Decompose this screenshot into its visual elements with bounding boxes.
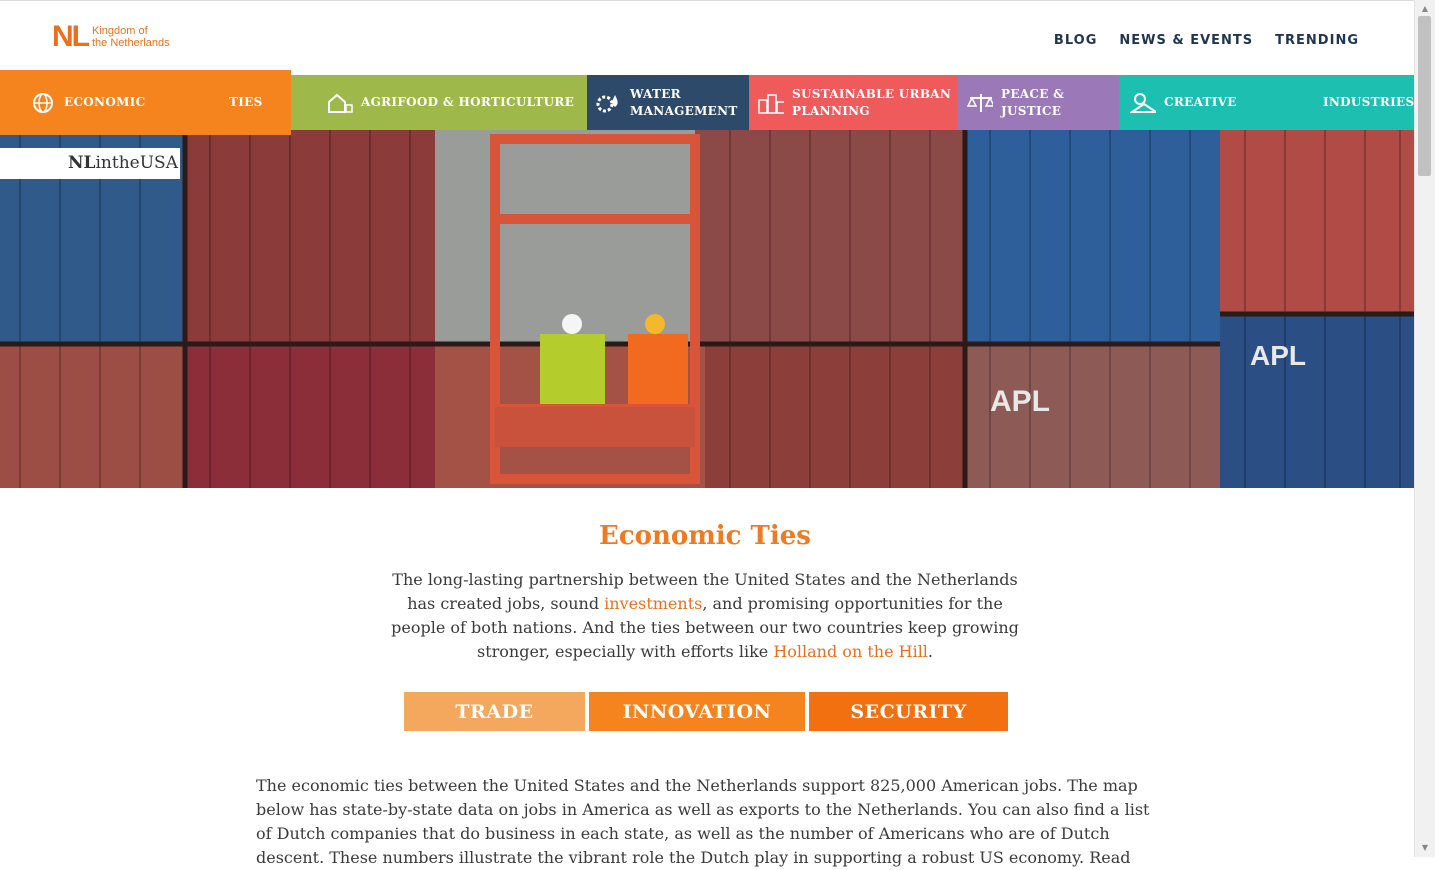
- nav-trending[interactable]: TRENDING: [1275, 33, 1359, 48]
- cat-peace[interactable]: PEACE & JUSTICE: [957, 75, 1119, 130]
- globe-handshake-icon: [30, 92, 56, 114]
- greenhouse-icon: [327, 92, 353, 114]
- investments-link[interactable]: investments: [604, 594, 703, 613]
- scroll-up-icon[interactable]: ▲: [1421, 4, 1429, 13]
- intro-paragraph: The long-lasting partnership between the…: [385, 568, 1025, 664]
- scroll-down-icon[interactable]: ▼: [1421, 843, 1429, 852]
- cat-creative-label: CREATIVE: [1164, 95, 1237, 109]
- badge-nl: NL: [68, 153, 96, 173]
- cat-water-label: WATER MANAGEMENT: [630, 86, 738, 118]
- nav-blog[interactable]: BLOG: [1053, 33, 1098, 48]
- body-paragraph: The economic ties between the United Sta…: [256, 776, 1150, 867]
- cat-economic-label: ECONOMIC: [64, 95, 146, 109]
- hero-image: APL APL: [0, 129, 1415, 488]
- cat-economic-ties[interactable]: ECONOMIC TIES: [0, 70, 291, 135]
- intro-text-3: .: [927, 642, 934, 661]
- svg-text:APL: APL: [990, 385, 1050, 418]
- water-drop-gear-icon: [596, 92, 622, 114]
- cat-agrifood[interactable]: AGRIFOOD & HORTICULTURE: [291, 75, 587, 130]
- logo-mark: NL: [52, 20, 90, 53]
- holland-on-the-hill-link[interactable]: Holland on the Hill: [773, 642, 928, 661]
- cat-urban-label: SUSTAINABLE URBAN PLANNING: [792, 86, 952, 118]
- logo-line-2: the Netherlands: [92, 37, 170, 49]
- tab-security[interactable]: SECURITY: [809, 692, 1008, 731]
- topic-tabs: TRADE INNOVATION SECURITY: [404, 692, 1008, 731]
- intro-text-2: , and promising opportunities for the pe…: [391, 594, 1019, 661]
- page-scrollbar[interactable]: ▲ ▼: [1414, 0, 1435, 857]
- cat-creative[interactable]: CREATIVE INDUSTRIES: [1119, 75, 1415, 130]
- top-nav: BLOG NEWS & EVENTS TRENDING: [1054, 33, 1359, 48]
- logo-text: Kingdom of the Netherlands: [92, 25, 170, 49]
- site-header: NL Kingdom of the Netherlands BLOG NEWS …: [0, 0, 1415, 71]
- nav-news-events[interactable]: NEWS & EVENTS: [1119, 33, 1254, 48]
- svg-text:APL: APL: [1250, 340, 1306, 371]
- logo-line-1: Kingdom of: [92, 25, 148, 37]
- site-logo[interactable]: NL Kingdom of the Netherlands: [52, 22, 170, 52]
- cat-ties-label: TIES: [229, 95, 263, 109]
- cat-peace-label: PEACE & JUSTICE: [1001, 86, 1065, 118]
- nl-in-the-usa-badge[interactable]: NLintheUSA: [0, 148, 180, 179]
- category-nav: ECONOMIC TIES AGRIFOOD & HORTICULTURE WA…: [0, 70, 1415, 135]
- scrollbar-thumb[interactable]: [1418, 16, 1431, 176]
- scales-icon: [967, 92, 993, 114]
- cat-agrifood-label: AGRIFOOD & HORTICULTURE: [361, 95, 575, 109]
- tab-trade[interactable]: TRADE: [404, 692, 585, 731]
- cat-industries-label: INDUSTRIES: [1323, 95, 1415, 109]
- cat-urban[interactable]: SUSTAINABLE URBAN PLANNING: [749, 75, 957, 130]
- cat-water[interactable]: WATER MANAGEMENT: [587, 75, 749, 130]
- city-icon: [758, 92, 784, 114]
- badge-in-the-usa: intheUSA: [95, 153, 178, 173]
- tab-innovation[interactable]: INNOVATION: [589, 692, 805, 731]
- creative-icon: [1130, 92, 1156, 114]
- intro-text-1: The long-lasting partnership between the…: [392, 570, 1018, 613]
- shipping-containers-photo: APL APL: [0, 129, 1415, 488]
- page-title: Economic Ties: [599, 521, 811, 551]
